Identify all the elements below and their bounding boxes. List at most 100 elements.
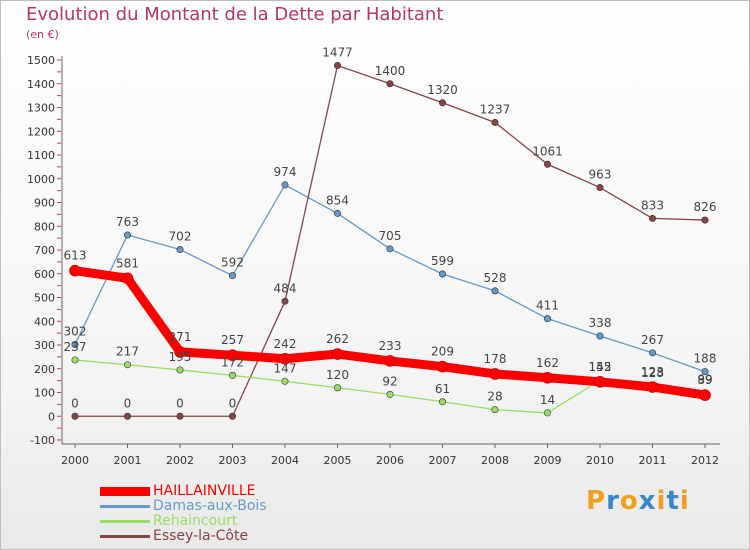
- data-label: 178: [484, 352, 507, 366]
- data-label: 99: [697, 373, 712, 387]
- data-point: [489, 368, 501, 380]
- data-point: [124, 231, 132, 239]
- data-point: [438, 270, 446, 278]
- legend-label: Rehaincourt: [153, 513, 238, 529]
- data-point: [279, 352, 291, 365]
- series-points: [69, 61, 711, 420]
- data-point: [384, 355, 396, 367]
- y-tick-label: -100: [30, 434, 55, 447]
- data-point: [541, 371, 554, 384]
- data-point: [333, 384, 341, 392]
- data-label: 61: [435, 382, 450, 396]
- data-point: [124, 412, 132, 420]
- y-tick-label: 1000: [27, 173, 55, 186]
- x-tick-label: 2006: [376, 454, 404, 467]
- y-tick-label: 1300: [27, 102, 55, 115]
- x-tick-label: 2011: [639, 454, 667, 467]
- data-label: 1477: [322, 45, 353, 59]
- data-point: [648, 214, 656, 222]
- y-tick-label: 300: [34, 339, 55, 352]
- y-tick-label: 500: [34, 292, 55, 305]
- data-label: 592: [221, 256, 244, 270]
- data-point: [71, 341, 79, 349]
- legend-item: Essey-la-Côte: [100, 528, 360, 544]
- data-point: [226, 349, 239, 362]
- data-label: 599: [431, 254, 454, 268]
- data-label: 145: [589, 360, 612, 374]
- y-tick-label: 800: [34, 220, 55, 233]
- data-point: [386, 80, 394, 88]
- data-label: 188: [694, 352, 717, 366]
- data-label: 172: [221, 355, 244, 369]
- data-label: 302: [64, 325, 87, 339]
- data-label: 233: [379, 339, 402, 353]
- data-point: [699, 389, 711, 401]
- y-tick-label: 1200: [27, 125, 55, 138]
- data-point: [176, 366, 184, 374]
- x-tick-label: 2009: [534, 454, 562, 467]
- data-label: 0: [124, 396, 132, 410]
- data-point: [596, 332, 604, 340]
- data-point: [594, 376, 606, 388]
- data-label: 528: [484, 271, 507, 285]
- data-point: [386, 245, 394, 253]
- data-label: 763: [116, 215, 139, 229]
- data-label: 974: [274, 165, 297, 179]
- data-point: [229, 412, 237, 420]
- data-label: 89: [697, 373, 712, 387]
- data-point: [176, 246, 184, 254]
- data-label: 257: [221, 333, 244, 347]
- data-label: 152: [589, 360, 612, 374]
- chart-title: Evolution du Montant de la Dette par Hab…: [26, 4, 444, 25]
- data-label: 267: [641, 333, 664, 347]
- legend-swatch: [100, 520, 150, 523]
- data-point: [491, 287, 499, 295]
- x-tick-label: 2002: [166, 454, 194, 467]
- data-point: [386, 390, 394, 398]
- data-label: 963: [589, 168, 612, 182]
- data-labels: 613 581 271 257 242 262 233 209 178 162 145 123 89 30…: [64, 45, 717, 410]
- data-point: [229, 371, 237, 379]
- y-tick-label: 100: [34, 387, 55, 400]
- data-label: 581: [116, 256, 139, 270]
- data-label: 128: [641, 366, 664, 380]
- x-tick-label: 2005: [324, 454, 352, 467]
- data-point: [333, 61, 341, 69]
- data-label: 0: [176, 396, 184, 410]
- x-tick-label: 2000: [61, 454, 89, 467]
- x-tick-label: 2008: [481, 454, 509, 467]
- y-tick-label: 0: [48, 410, 55, 423]
- data-point: [436, 360, 449, 373]
- data-point: [646, 381, 659, 393]
- x-tick-label: 2012: [691, 454, 719, 467]
- legend-item: Rehaincourt: [100, 513, 360, 529]
- axes: -100010020030040050060070080090010001100…: [27, 54, 720, 467]
- legend-item: Damas-aux-Bois: [100, 498, 360, 514]
- legend: HAILLAINVILLE Damas-aux-Bois Rehaincourt Es…: [100, 483, 360, 544]
- y-tick-label: 1500: [27, 54, 55, 67]
- data-point: [596, 184, 604, 192]
- data-label: 1061: [532, 144, 563, 158]
- legend-item: HAILLAINVILLE: [100, 483, 360, 499]
- data-point: [648, 349, 656, 357]
- data-label: 826: [694, 200, 717, 214]
- data-point: [543, 409, 551, 417]
- data-point: [71, 412, 79, 420]
- legend-swatch: [100, 535, 150, 538]
- data-point: [69, 264, 81, 277]
- data-point: [124, 361, 132, 369]
- data-label: 28: [487, 390, 502, 404]
- data-point: [229, 272, 237, 280]
- legend-swatch: [100, 487, 150, 496]
- data-label: 195: [169, 350, 192, 364]
- data-label: 0: [71, 396, 79, 410]
- data-label: 1237: [480, 102, 511, 116]
- data-point: [438, 398, 446, 406]
- data-point: [331, 348, 344, 360]
- data-label: 209: [431, 345, 454, 359]
- data-point: [71, 356, 79, 364]
- data-label: 484: [274, 281, 297, 295]
- y-tick-label: 700: [34, 244, 55, 257]
- chart-subtitle: (en €): [26, 28, 59, 41]
- data-label: 702: [169, 230, 192, 244]
